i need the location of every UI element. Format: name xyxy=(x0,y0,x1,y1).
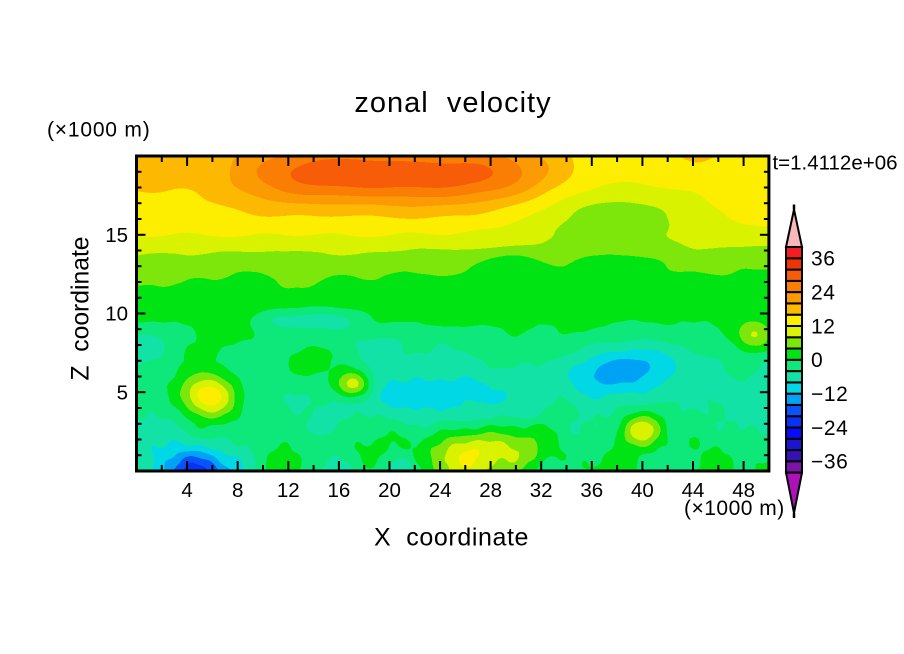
svg-text:40: 40 xyxy=(631,479,654,502)
svg-text:zonal velocity: zonal velocity xyxy=(354,87,551,119)
svg-text:Z coordinate: Z coordinate xyxy=(68,236,95,380)
svg-text:20: 20 xyxy=(378,479,401,502)
svg-text:−36: −36 xyxy=(811,451,848,474)
svg-text:4: 4 xyxy=(181,479,192,502)
svg-text:−24: −24 xyxy=(811,417,848,440)
svg-text:5: 5 xyxy=(117,381,128,404)
svg-text:0: 0 xyxy=(811,349,823,372)
svg-text:15: 15 xyxy=(105,224,128,247)
svg-text:(×1000 m): (×1000 m) xyxy=(684,497,785,520)
svg-text:32: 32 xyxy=(530,479,553,502)
svg-text:28: 28 xyxy=(479,479,502,502)
svg-text:44: 44 xyxy=(682,479,705,502)
svg-text:36: 36 xyxy=(580,479,603,502)
svg-text:(×1000 m): (×1000 m) xyxy=(47,119,151,142)
svg-text:−12: −12 xyxy=(811,383,848,406)
svg-text:12: 12 xyxy=(277,479,300,502)
svg-text:48: 48 xyxy=(732,479,755,502)
svg-text:X coordinate: X coordinate xyxy=(374,523,529,551)
svg-text:12: 12 xyxy=(811,315,836,338)
svg-text:16: 16 xyxy=(327,479,350,502)
svg-text:8: 8 xyxy=(232,479,243,502)
svg-text:t=1.4112e+06: t=1.4112e+06 xyxy=(772,152,897,175)
svg-text:24: 24 xyxy=(811,282,836,305)
svg-text:36: 36 xyxy=(811,248,836,271)
svg-text:24: 24 xyxy=(429,479,452,502)
svg-text:10: 10 xyxy=(105,303,128,326)
